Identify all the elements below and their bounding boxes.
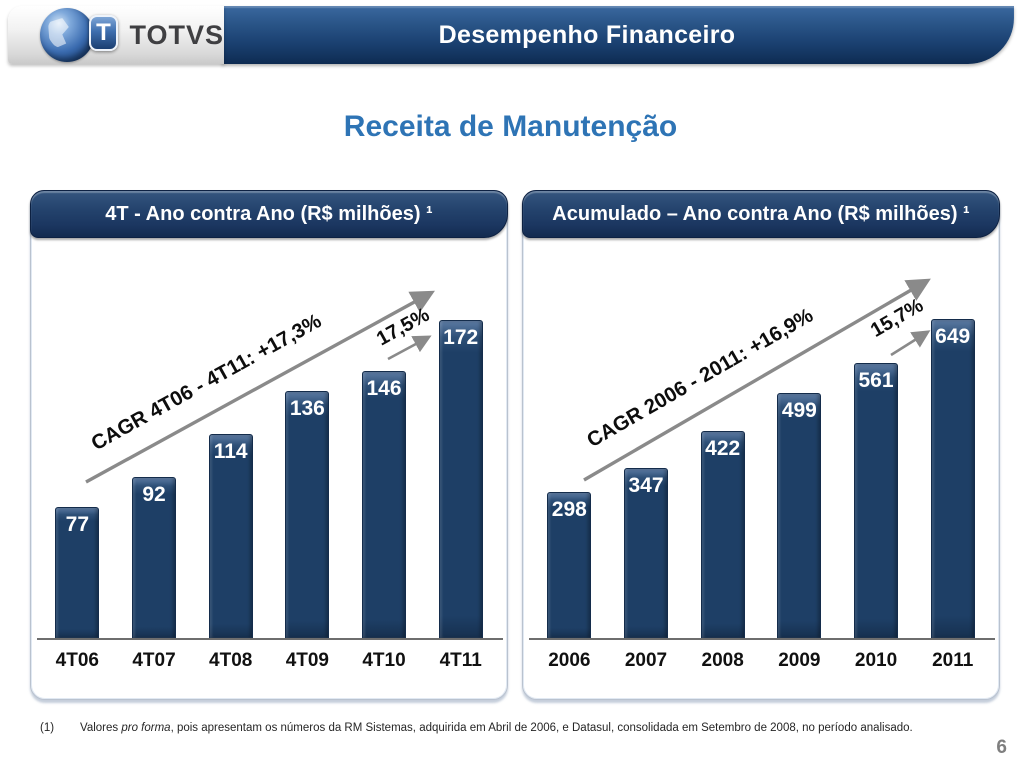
cagr-arrow <box>85 290 435 484</box>
growth-arrow <box>387 335 432 361</box>
bar-column: 77 <box>39 294 116 639</box>
bar-column: 499 <box>761 294 838 639</box>
chart-title: Acumulado – Ano contra Ano (R$ milhões) … <box>552 202 970 225</box>
growth-arrow <box>890 330 931 357</box>
bar-2007: 347 <box>624 468 668 639</box>
footnote: (1) Valores pro forma, pois apresentam o… <box>40 722 1021 734</box>
x-axis-label: 4T07 <box>132 650 176 671</box>
x-axis-labels: 2006 2007 2008 2009 2010 2011 <box>531 650 991 672</box>
bar-value-label: 422 <box>705 437 741 460</box>
x-axis-label: 2009 <box>778 650 821 671</box>
header-title: Desempenho Financeiro <box>438 20 736 49</box>
x-axis-line <box>37 638 503 640</box>
x-axis-label: 2008 <box>701 650 744 671</box>
globe-icon <box>40 8 94 62</box>
bar-value-label: 561 <box>858 369 894 392</box>
bar-2006: 298 <box>547 492 592 639</box>
page-number: 6 <box>996 737 1007 758</box>
bar-2008: 422 <box>700 431 745 639</box>
bar-value-label: 649 <box>935 325 971 348</box>
bar-2011: 649 <box>930 319 975 639</box>
bar-4T07: 92 <box>132 477 176 639</box>
totvs-logo: T TOTVS <box>8 6 224 64</box>
x-axis-label: 4T11 <box>439 650 482 671</box>
footnote-text-prefix: Valores <box>80 722 122 734</box>
bar-column: 347 <box>608 294 685 639</box>
header-title-bar: Desempenho Financeiro <box>222 6 1014 64</box>
totvs-logo-mark: T <box>40 6 121 64</box>
bar-column: 92 <box>116 294 193 639</box>
x-axis-label: 4T08 <box>209 650 253 671</box>
cagr-arrow <box>583 278 931 482</box>
footnote-text: Valores pro forma, pois apresentam os nú… <box>80 722 913 734</box>
chart-title-banner: Acumulado – Ano contra Ano (R$ milhões) … <box>522 190 1000 238</box>
bar-4T06: 77 <box>55 507 100 639</box>
x-axis-label: 2011 <box>932 650 974 671</box>
trend-arrows <box>583 278 931 482</box>
bars: 77 92 114 136 146 172 <box>39 294 499 639</box>
bar-value-label: 499 <box>781 399 817 422</box>
footnote-marker: (1) <box>40 722 55 734</box>
bar-value-label: 172 <box>443 326 479 349</box>
trend-arrows <box>85 290 435 484</box>
totvs-t-icon: T <box>89 15 118 51</box>
bar-4T10: 146 <box>362 371 407 639</box>
totvs-logo-text: TOTVS <box>129 19 224 50</box>
bar-2010: 561 <box>854 363 899 639</box>
bar-4T11: 172 <box>438 320 483 639</box>
x-axis-label: 4T10 <box>362 650 406 671</box>
footnote-text-suffix: , pois apresentam os números da RM Siste… <box>170 722 913 734</box>
x-axis-label: 2010 <box>854 650 898 671</box>
bar-value-label: 146 <box>366 377 402 400</box>
bar-value-label: 136 <box>289 397 325 420</box>
bar-value-label: 347 <box>628 474 664 497</box>
bar-value-label: 298 <box>551 498 587 521</box>
chart-panel-accumulated: Acumulado – Ano contra Ano (R$ milhões) … <box>522 190 1000 700</box>
bar-column: 172 <box>422 294 499 639</box>
bar-column: 136 <box>269 294 346 639</box>
x-axis-line <box>529 638 995 640</box>
bar-4T08: 114 <box>208 434 253 639</box>
chart-body: CAGR 4T06 - 4T11: +17,3% 17,5% 77 92 114 13… <box>31 238 507 699</box>
bar-column: 146 <box>346 294 423 639</box>
bar-column: 298 <box>531 294 608 639</box>
bar-column: 649 <box>914 294 991 639</box>
bar-value-label: 114 <box>213 440 248 463</box>
bar-column: 561 <box>838 294 915 639</box>
bar-column: 422 <box>684 294 761 639</box>
bar-value-label: 92 <box>142 483 166 506</box>
page-title: Receita de Manutenção <box>343 110 678 143</box>
chart-panel-quarterly: 4T - Ano contra Ano (R$ milhões) ¹ CAGR … <box>30 190 508 700</box>
x-axis-labels: 4T06 4T07 4T08 4T09 4T10 4T11 <box>39 650 499 672</box>
bar-column: 114 <box>192 294 269 639</box>
x-axis-label: 2006 <box>548 650 591 671</box>
bars: 298 347 422 499 561 649 <box>531 294 991 639</box>
bar-4T09: 136 <box>285 391 330 639</box>
chart-title-banner: 4T - Ano contra Ano (R$ milhões) ¹ <box>30 190 508 238</box>
x-axis-label: 4T06 <box>55 650 99 671</box>
footnote-text-italic: pro forma <box>121 722 171 734</box>
slide-header: T TOTVS Desempenho Financeiro <box>0 0 1021 70</box>
bar-2009: 499 <box>777 393 822 639</box>
chart-body: CAGR 2006 - 2011: +16,9% 15,7% 298 347 422… <box>523 238 999 699</box>
chart-title: 4T - Ano contra Ano (R$ milhões) ¹ <box>105 202 433 225</box>
bar-value-label: 77 <box>65 513 89 536</box>
x-axis-label: 4T09 <box>285 650 329 671</box>
x-axis-label: 2007 <box>624 650 668 671</box>
charts-row: 4T - Ano contra Ano (R$ milhões) ¹ CAGR … <box>30 190 1000 700</box>
